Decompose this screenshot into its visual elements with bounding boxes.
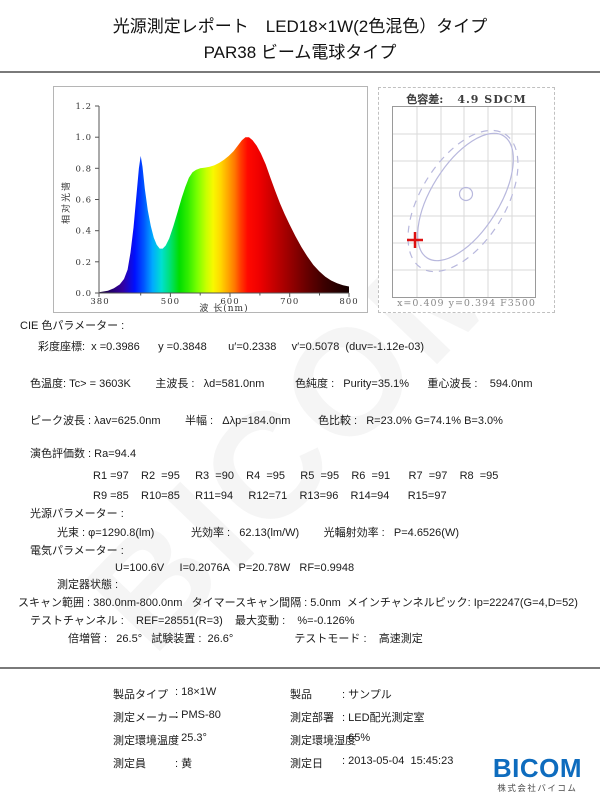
- y-tick-labels: 1.2 1.0 0.8 0.6 0.4 0.2 0.0: [75, 102, 92, 299]
- instrument-maker-value: : PMS-80: [175, 709, 221, 721]
- chromaticity-chart: 色容差: 4.9 SDCM x=0: [378, 87, 555, 313]
- svg-text:0.0: 0.0: [75, 289, 92, 299]
- measure-date-label: 測定日: [290, 758, 323, 770]
- x-tick-labels: 380 500 600 700 800: [90, 297, 358, 307]
- svg-text:0.2: 0.2: [75, 258, 92, 268]
- ambient-temp-value: : 25.3°: [175, 732, 207, 744]
- cie-temperature-row: 色温度: Tc> = 3603K 主波長 : λd=581.0nm 色純度 : …: [30, 378, 533, 390]
- logo-wordmark: BICOM: [492, 753, 582, 783]
- electrical-values-row: U=100.6V I=0.2076A P=20.78W RF=0.9948: [115, 562, 355, 574]
- cri-row1: R1 =97 R2 =95 R3 =90 R4 =95 R5 =95 R6 =9…: [93, 470, 499, 482]
- cie-coordinates: 彩度座標: x =0.3986 y =0.3848 u′=0.2338 v′=0…: [38, 341, 424, 353]
- spectrum-area: [99, 137, 349, 293]
- svg-text:800: 800: [339, 297, 358, 307]
- svg-text:0.8: 0.8: [75, 164, 92, 174]
- report-title: 光源測定レポート LED18×1W(2色混色）タイプ PAR38 ビーム電球タイ…: [0, 14, 600, 66]
- humidity-value: : 65%: [342, 732, 371, 744]
- grid-lines: [393, 107, 535, 297]
- logo-subtitle: 株式会社バイコム: [497, 783, 578, 793]
- title-divider: [0, 71, 600, 73]
- instrument-header: 測定器状態 :: [57, 579, 119, 591]
- instrument-maker-label: 測定メーカー: [113, 712, 179, 724]
- operator-value: : 黄: [175, 758, 193, 770]
- chromaticity-title-label: 色容差:: [406, 93, 444, 106]
- spectrum-svg: 1.2 1.0 0.8 0.6 0.4 0.2 0.0 380 500 600: [60, 102, 358, 314]
- product-label: 製品: [290, 689, 312, 701]
- chromaticity-plot: [392, 106, 536, 298]
- cie-peak-row: ピーク波長 : λav=625.0nm 半幅 : Δλp=184.0nm 色比較…: [30, 415, 503, 427]
- svg-text:600: 600: [220, 297, 239, 307]
- footer-info-table: 製品タイプ : 18×1W 製品 : サンプル 測定メーカー : PMS-80 …: [113, 686, 553, 771]
- product-type-value: : 18×1W: [175, 686, 217, 698]
- svg-text:500: 500: [161, 297, 180, 307]
- report-title-line2: PAR38 ビーム電球タイプ: [203, 43, 397, 62]
- test-channel-row: テストチャンネル : REF=28551(R=3) 最大変動 : %=-0.12…: [30, 615, 355, 627]
- department-value: : LED配光測定室: [342, 712, 425, 724]
- spectrum-chart: 1.2 1.0 0.8 0.6 0.4 0.2 0.0 380 500 600: [53, 86, 368, 314]
- svg-text:0.4: 0.4: [75, 227, 92, 237]
- x-tick-marks: [98, 293, 350, 297]
- tube-temperature-row: 倍増管 : 26.5° 試験装置 : 26.6° テストモード : 高速測定: [68, 633, 423, 645]
- product-type-label: 製品タイプ: [113, 689, 168, 701]
- cri-header: 演色評価数 : Ra=94.4: [30, 448, 137, 460]
- luminous-flux-row: 光束 : φ=1290.8(lm) 光効率 : 62.13(lm/W) 光輻射効…: [57, 527, 459, 539]
- company-logo: BICOM 株式会社バイコム: [493, 755, 582, 794]
- cri-row2: R9 =85 R10=85 R11=94 R12=71 R13=96 R14=9…: [93, 490, 447, 502]
- department-label: 測定部署: [290, 712, 334, 724]
- chromaticity-title: 色容差: 4.9 SDCM: [379, 91, 554, 107]
- electrical-params-header: 電気パラメーター :: [30, 545, 124, 557]
- ambient-temp-label: 測定環境温度: [113, 735, 179, 747]
- spectrum-x-axis-label: 波 长(nm): [199, 302, 248, 312]
- measure-date-value: : 2013-05-04 15:45:23: [342, 755, 454, 767]
- footer-divider: [0, 667, 600, 669]
- ellipse-center-marker: [458, 186, 474, 202]
- operator-label: 測定員: [113, 758, 146, 770]
- product-value: : サンプル: [342, 689, 392, 701]
- cie-header: CIE 色パラメーター :: [20, 320, 125, 332]
- svg-text:1.0: 1.0: [75, 133, 92, 143]
- svg-text:700: 700: [280, 297, 299, 307]
- scan-range-row: スキャン範囲 : 380.0nm-800.0nm タイマースキャン間隔 : 5.…: [18, 597, 578, 609]
- source-params-header: 光源パラメーター :: [30, 508, 124, 520]
- spectrum-y-axis-label: 相对光谱: [60, 180, 72, 224]
- svg-text:380: 380: [90, 297, 109, 307]
- measured-point-cross: [407, 232, 423, 248]
- chromaticity-svg: [393, 107, 535, 297]
- tolerance-ellipse-solid: [417, 132, 514, 262]
- y-tick-marks: [95, 105, 99, 294]
- report-title-line1: 光源測定レポート LED18×1W(2色混色）タイプ: [112, 17, 488, 36]
- chromaticity-title-value: 4.9 SDCM: [457, 93, 527, 106]
- chromaticity-coordinates: x=0.409 y=0.394 F3500: [397, 298, 536, 309]
- svg-text:1.2: 1.2: [75, 102, 92, 112]
- svg-text:0.6: 0.6: [75, 196, 92, 206]
- humidity-label: 測定環境湿度: [290, 735, 356, 747]
